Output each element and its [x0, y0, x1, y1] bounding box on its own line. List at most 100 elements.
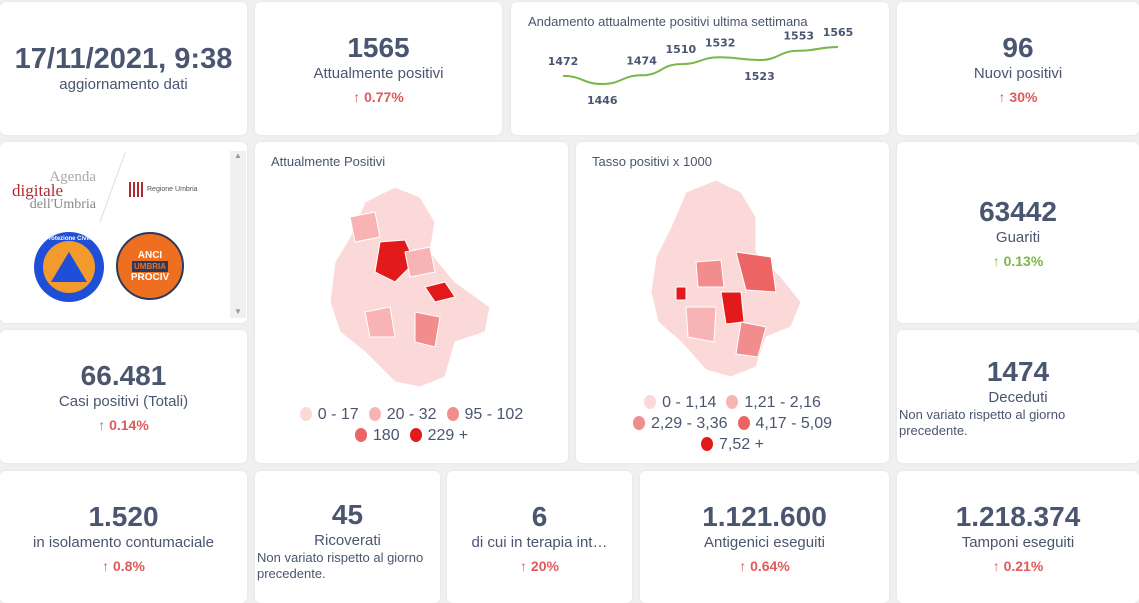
- data-label: 1532: [705, 36, 736, 49]
- attuali-delta: ↑ 0.77%: [353, 89, 404, 105]
- legend-item[interactable]: 20 - 32: [368, 404, 437, 425]
- anci-prociv-logo: ANCI UMBRIA PROCIV: [116, 232, 184, 300]
- map-attuali-card: Attualmente Positivi 0 - 17 20 - 32 95 - 1…: [255, 142, 568, 463]
- legend-label: 0 - 17: [317, 406, 359, 423]
- antigenici-value: 1.121.600: [702, 500, 827, 532]
- legend-item[interactable]: 95 - 102: [446, 404, 524, 425]
- legend-swatch: [737, 416, 750, 430]
- attuali-card: 1565 Attualmente positivi ↑ 0.77%: [255, 2, 502, 135]
- tamponi-value: 1.218.374: [955, 500, 1081, 532]
- legend-label: 229 +: [427, 427, 469, 444]
- legend-swatch: [701, 437, 714, 451]
- isolamento-card: 1.520 in isolamento contumaciale ↑ 0.8%: [0, 471, 247, 603]
- guariti-value: 63442: [979, 196, 1057, 227]
- logos-card: Agenda digitale dell'Umbria Regione Umbr…: [0, 142, 247, 323]
- legend-label: 0 - 1,14: [662, 394, 717, 411]
- antigenici-label: Antigenici eseguiti: [704, 533, 825, 551]
- legend-item[interactable]: 4,17 - 5,09: [737, 413, 833, 434]
- terapia-label: di cui in terapia int…: [471, 533, 608, 551]
- isolamento-delta: ↑ 0.8%: [102, 557, 145, 574]
- data-label: 1474: [626, 54, 657, 67]
- casi-label: Casi positivi (Totali): [58, 393, 189, 410]
- legend-item[interactable]: 229 +: [409, 425, 469, 446]
- isolamento-value: 1.520: [88, 500, 159, 532]
- legend-label: 95 - 102: [464, 406, 524, 423]
- map-tasso-card: Tasso positivi x 1000 0 - 1,14 1,21 - 2,1…: [576, 142, 889, 463]
- nuovi-label: Nuovi positivi: [973, 65, 1063, 82]
- antigenici-card: 1.121.600 Antigenici eseguiti ↑ 0.64%: [640, 471, 889, 603]
- logo-divider: [99, 152, 126, 223]
- isolamento-label: in isolamento contumaciale: [33, 533, 214, 551]
- map-legend: 0 - 17 20 - 32 95 - 102 180 229 +: [255, 404, 568, 446]
- legend-label: 180: [372, 427, 400, 444]
- legend-item[interactable]: 180: [354, 425, 400, 446]
- deceduti-note: Non variato rispetto al giorno precedent…: [899, 407, 1066, 438]
- legend-swatch: [446, 407, 459, 421]
- arrow-up-icon: ↑: [992, 557, 1000, 574]
- ricoverati-value: 45: [331, 499, 364, 530]
- tamponi-card: 1.218.374 Tamponi eseguiti ↑ 0.21%: [897, 471, 1139, 603]
- guariti-delta: ↑ 0.13%: [992, 253, 1044, 269]
- ricoverati-label: Ricoverati: [314, 532, 381, 549]
- casi-value: 66.481: [80, 360, 167, 391]
- arrow-up-icon: ↑: [98, 417, 106, 433]
- umbria-map-attuali[interactable]: [255, 142, 568, 463]
- legend-swatch: [354, 428, 367, 442]
- legend-swatch: [368, 407, 381, 421]
- scrollbar[interactable]: ▲ ▼: [230, 151, 246, 318]
- protezione-civile-logo: Protezione Civile: [34, 232, 104, 302]
- legend-item[interactable]: 1,21 - 2,16: [726, 392, 821, 413]
- legend-label: 2,29 - 3,36: [651, 415, 728, 432]
- deceduti-card: 1474 Deceduti Non variato rispetto al gi…: [897, 330, 1139, 463]
- regione-umbria-logo: Regione Umbria: [129, 182, 198, 197]
- trend-line: [562, 46, 839, 86]
- map-title: Tasso positivi x 1000: [592, 154, 712, 169]
- regione-emblem-icon: [129, 182, 143, 197]
- agenda-digitale-logo: Agenda digitale dell'Umbria: [12, 169, 96, 212]
- map-legend: 0 - 1,14 1,21 - 2,16 2,29 - 3,36 4,17 - 5,0…: [576, 392, 889, 455]
- arrow-up-icon: ↑: [739, 557, 747, 574]
- legend-swatch: [644, 395, 657, 409]
- arrow-up-icon: ↑: [520, 557, 528, 574]
- ricoverati-note: Non variato rispetto al giorno precedent…: [257, 550, 424, 581]
- data-label: 1553: [783, 30, 814, 43]
- legend-label: 1,21 - 2,16: [744, 394, 821, 411]
- ricoverati-card: 45 Ricoverati Non variato rispetto al gi…: [255, 471, 440, 603]
- trend-line-chart: 1472 1446 1474 1510 1532 1523 1553 1565: [548, 26, 854, 107]
- arrow-up-icon: ↑: [353, 89, 361, 105]
- legend-item[interactable]: 0 - 1,14: [644, 392, 716, 413]
- scroll-down-icon[interactable]: ▼: [234, 307, 242, 316]
- terapia-card: 6 di cui in terapia int… ↑ 20%: [447, 471, 632, 603]
- tamponi-delta: ↑ 0.21%: [992, 557, 1044, 574]
- terapia-value: 6: [531, 500, 548, 532]
- guariti-card: 63442 Guariti ↑ 0.13%: [897, 142, 1139, 323]
- casi-delta: ↑ 0.14%: [98, 417, 149, 433]
- update-label: aggiornamento dati: [59, 76, 188, 93]
- legend-swatch: [299, 407, 312, 421]
- deceduti-value: 1474: [986, 356, 1050, 387]
- antigenici-delta: ↑ 0.64%: [739, 557, 790, 574]
- data-label: 1446: [587, 94, 618, 107]
- legend-item[interactable]: 2,29 - 3,36: [633, 413, 728, 434]
- legend-item[interactable]: 7,52 +: [701, 434, 764, 455]
- casi-card: 66.481 Casi positivi (Totali) ↑ 0.14%: [0, 330, 247, 463]
- legend-item[interactable]: 0 - 17: [299, 404, 359, 425]
- attuali-value: 1565: [347, 32, 410, 63]
- arrow-up-icon: ↑: [992, 253, 1000, 269]
- nuovi-card: 96 Nuovi positivi ↑ 30%: [897, 2, 1139, 135]
- legend-swatch: [726, 395, 739, 409]
- nuovi-value: 96: [1002, 32, 1034, 63]
- map-title: Attualmente Positivi: [271, 154, 386, 169]
- nuovi-delta: ↑ 30%: [998, 89, 1038, 105]
- legend-swatch: [633, 416, 645, 430]
- update-card: 17/11/2021, 9:38 aggiornamento dati: [0, 2, 247, 135]
- data-label: 1565: [823, 26, 854, 39]
- update-datetime: 17/11/2021, 9:38: [14, 43, 233, 75]
- umbria-map-tasso[interactable]: [576, 142, 889, 463]
- legend-label: 7,52 +: [719, 436, 764, 453]
- scroll-up-icon[interactable]: ▲: [234, 151, 242, 160]
- legend-label: 4,17 - 5,09: [755, 415, 833, 432]
- arrow-up-icon: ↑: [102, 557, 110, 574]
- guariti-label: Guariti: [995, 229, 1041, 246]
- trend-chart-card: Andamento attualmente positivi ultima se…: [511, 2, 889, 135]
